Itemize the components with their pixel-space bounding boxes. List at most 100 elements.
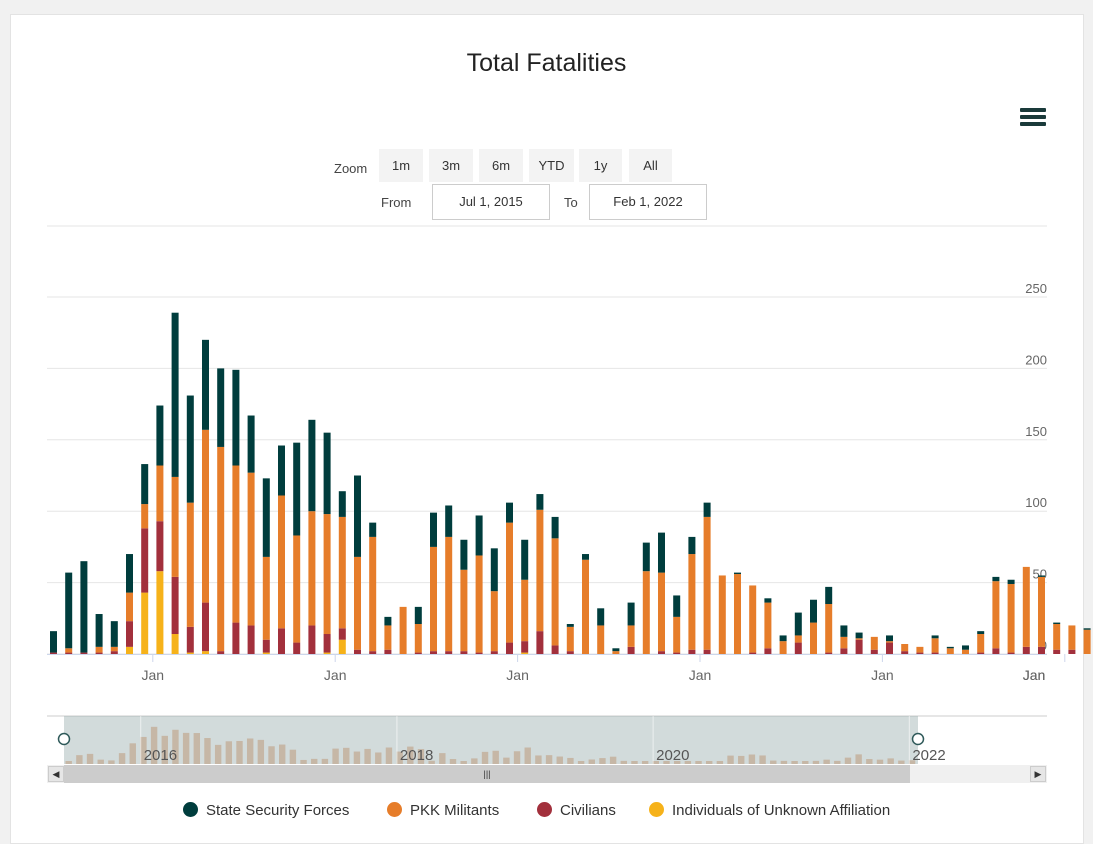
bar-segment-state [627, 602, 635, 626]
bar-segment-pkk [749, 585, 757, 653]
legend-item-civilians[interactable]: Civilians [537, 802, 616, 819]
bar-segment-pkk [399, 606, 407, 654]
bar-segment-civilians [749, 652, 757, 654]
navigator-bar [887, 758, 894, 764]
x-tick-label: Jan [1023, 667, 1046, 683]
bar-segment-civilians [445, 651, 453, 654]
zoom-1y-button[interactable]: 1y [579, 149, 622, 182]
legend-item-unknown[interactable]: Individuals of Unknown Affiliation [649, 802, 890, 819]
zoom-all-button[interactable]: All [629, 149, 672, 182]
bar-segment-state [460, 539, 468, 570]
legend-dot-icon [649, 802, 664, 817]
bar-segment-state [886, 635, 893, 642]
bar-segment-pkk [946, 648, 954, 654]
navigator-bar [268, 746, 275, 764]
from-date-input[interactable]: Jul 1, 2015 [432, 184, 550, 220]
zoom-3m-button[interactable]: 3m [429, 149, 473, 182]
bar-segment-state [202, 339, 209, 430]
bar-segment-civilians [1007, 652, 1015, 654]
bar-segment-civilians [156, 521, 164, 572]
navigator-bar [524, 747, 531, 764]
navigator-bar [129, 743, 136, 764]
bar-segment-pkk [95, 646, 103, 653]
bar-segment-civilians [126, 621, 133, 647]
bar-segment-civilians [901, 651, 909, 654]
bar-segment-civilians [354, 649, 361, 654]
y-tick-label: 250 [1025, 281, 1047, 296]
bar-segment-pkk [977, 634, 985, 653]
bar-segment-state [95, 614, 103, 647]
bar-segment-state [65, 572, 73, 649]
bar-segment-civilians [916, 652, 924, 654]
scrollbar-thumb[interactable]: ||| [64, 765, 910, 783]
navigator-bar [161, 735, 168, 764]
navigator-bar [844, 757, 852, 764]
bar-segment-pkk [840, 636, 848, 649]
hamburger-menu-icon[interactable] [1020, 108, 1046, 130]
bar-segment-civilians [369, 651, 377, 654]
navigator-bar [684, 761, 692, 764]
navigator-scrollbar[interactable]: ◀ ||| ▶ [47, 765, 1047, 783]
bar-segment-pkk [916, 646, 924, 653]
navigator-bar [545, 755, 553, 764]
x-tick-label: Jan [689, 667, 712, 683]
navigator-selection-mask [64, 716, 918, 764]
navigator-bar [727, 755, 734, 764]
bar-segment-state [779, 635, 787, 642]
bar-segment-state [673, 595, 681, 617]
bar-segment-civilians [1022, 646, 1030, 654]
bar-segment-civilians [202, 602, 209, 652]
navigator-bar [172, 729, 179, 764]
to-date-input[interactable]: Feb 1, 2022 [589, 184, 707, 220]
scroll-right-icon[interactable]: ▶ [1030, 766, 1046, 782]
zoom-ytd-button[interactable]: YTD [529, 149, 574, 182]
bar-segment-civilians [186, 626, 194, 653]
bar-segment-pkk [171, 476, 179, 577]
bar-segment-state [475, 515, 483, 556]
zoom-1m-button[interactable]: 1m [379, 149, 423, 182]
navigator-bar [471, 758, 478, 764]
bar-segment-pkk [566, 626, 574, 652]
bar-segment-civilians [262, 639, 270, 653]
bar-segment-state [110, 621, 118, 647]
bar-segment-state [141, 464, 149, 505]
bar-segment-civilians [110, 651, 118, 654]
bar-segment-pkk [810, 622, 817, 654]
navigator-bar [449, 759, 457, 764]
bar-segment-state [247, 415, 255, 473]
bar-segment-state [126, 554, 133, 593]
zoom-6m-button[interactable]: 6m [479, 149, 523, 182]
navigator-bar [311, 758, 318, 764]
chart-title: Total Fatalities [466, 49, 627, 77]
navigator-bar [855, 754, 862, 764]
bar-segment-pkk [1022, 566, 1030, 647]
bar-segment-civilians [992, 648, 1000, 654]
bar-segment-unknown [141, 592, 149, 654]
bar-segment-state [156, 405, 164, 466]
bar-segment-pkk [1068, 625, 1076, 650]
bar-segment-pkk [870, 636, 878, 650]
bar-segment-pkk [262, 556, 270, 640]
navigator-bar [770, 760, 777, 764]
bar-segment-unknown [156, 571, 164, 654]
bar-segment-state [658, 532, 665, 573]
bar-segment-pkk [734, 574, 741, 654]
bar-segment-state [612, 648, 620, 652]
navigator-bar [567, 757, 574, 764]
navigator-bar [460, 761, 467, 764]
legend-item-pkk[interactable]: PKK Militants [387, 802, 499, 819]
navigator-bar [428, 760, 435, 764]
bar-segment-pkk [688, 554, 696, 650]
navigator-bar [876, 759, 884, 764]
bar-segment-pkk [141, 504, 149, 529]
x-tick-label: Jan [871, 667, 894, 683]
bar-segment-pkk [825, 604, 833, 653]
scroll-left-icon[interactable]: ◀ [48, 766, 64, 782]
bar-segment-pkk [293, 535, 301, 643]
navigator-bar [663, 761, 670, 764]
bar-segment-pkk [186, 502, 194, 627]
bar-segment-state [566, 624, 574, 627]
bar-segment-civilians [430, 651, 437, 654]
legend-item-state[interactable]: State Security Forces [183, 802, 349, 819]
bar-segment-pkk [551, 538, 559, 646]
